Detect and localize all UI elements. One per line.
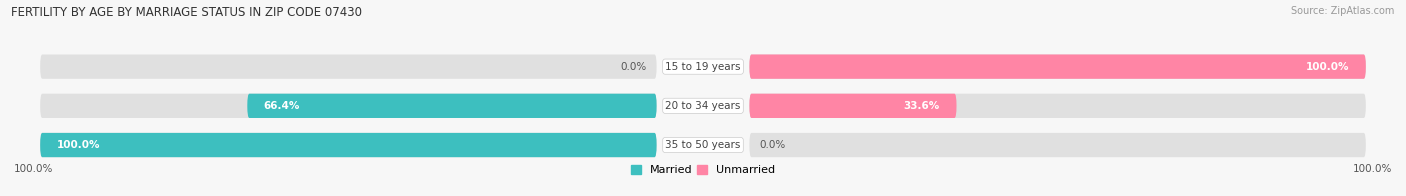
Text: 0.0%: 0.0% (620, 62, 647, 72)
Text: Source: ZipAtlas.com: Source: ZipAtlas.com (1291, 6, 1395, 16)
Text: 35 to 50 years: 35 to 50 years (665, 140, 741, 150)
FancyBboxPatch shape (41, 54, 657, 79)
Text: 0.0%: 0.0% (759, 140, 786, 150)
FancyBboxPatch shape (749, 54, 1365, 79)
FancyBboxPatch shape (749, 54, 1365, 79)
FancyBboxPatch shape (41, 133, 657, 157)
Text: 100.0%: 100.0% (1306, 62, 1350, 72)
FancyBboxPatch shape (749, 94, 956, 118)
Text: 100.0%: 100.0% (1353, 164, 1392, 174)
Text: 100.0%: 100.0% (14, 164, 53, 174)
Text: 15 to 19 years: 15 to 19 years (665, 62, 741, 72)
Text: FERTILITY BY AGE BY MARRIAGE STATUS IN ZIP CODE 07430: FERTILITY BY AGE BY MARRIAGE STATUS IN Z… (11, 6, 363, 19)
Text: 66.4%: 66.4% (264, 101, 301, 111)
FancyBboxPatch shape (41, 133, 657, 157)
FancyBboxPatch shape (749, 133, 1365, 157)
FancyBboxPatch shape (41, 94, 657, 118)
Legend: Married, Unmarried: Married, Unmarried (628, 163, 778, 178)
Text: 100.0%: 100.0% (56, 140, 100, 150)
Text: 33.6%: 33.6% (904, 101, 941, 111)
Text: 20 to 34 years: 20 to 34 years (665, 101, 741, 111)
FancyBboxPatch shape (247, 94, 657, 118)
FancyBboxPatch shape (749, 94, 1365, 118)
